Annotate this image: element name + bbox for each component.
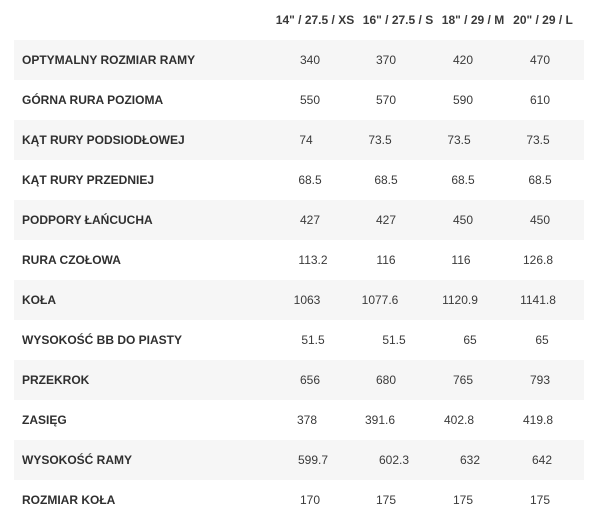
cell-l: 65 [535, 333, 549, 347]
cell-m: 765 [452, 373, 474, 387]
cell-xs: 340 [299, 53, 321, 67]
row-label: OPTYMALNY ROZMIAR RAMY [22, 53, 196, 67]
cell-xs: 656 [299, 373, 321, 387]
cell-m: 450 [452, 213, 474, 227]
row-label: WYSOKOŚĆ RAMY [22, 453, 133, 467]
cell-xs: 68.5 [298, 173, 322, 187]
cell-m: 73.5 [447, 133, 471, 147]
cell-m: 590 [452, 93, 474, 107]
cell-xs: 378 [296, 413, 318, 427]
cell-l: 73.5 [526, 133, 550, 147]
cell-xs: 74 [299, 133, 313, 147]
cell-l: 793 [529, 373, 551, 387]
cell-s: 427 [375, 213, 397, 227]
cell-l: 470 [529, 53, 551, 67]
cell-s: 570 [375, 93, 397, 107]
cell-l: 642 [531, 453, 553, 467]
cell-xs: 51.5 [301, 333, 325, 347]
table-row: ROZMIAR KOŁA 170 175 175 175 [14, 480, 584, 520]
cell-l: 450 [529, 213, 551, 227]
cell-s: 370 [375, 53, 397, 67]
cell-xs: 599.7 [297, 453, 329, 467]
row-label: PRZEKROK [22, 373, 90, 387]
cell-s: 391.6 [364, 413, 396, 427]
column-header-xs: 14" / 27.5 / XS [275, 13, 355, 27]
row-label: ZASIĘG [22, 413, 67, 427]
row-label: RURA CZOŁOWA [22, 253, 121, 267]
table-row: WYSOKOŚĆ RAMY 599.7 602.3 632 642 [14, 440, 584, 480]
table-row: KOŁA 1063 1077.6 1120.9 1141.8 [14, 280, 584, 320]
cell-xs: 427 [299, 213, 321, 227]
cell-s: 602.3 [378, 453, 410, 467]
cell-xs: 170 [299, 493, 321, 507]
row-label: KĄT RURY PODSIODŁOWEJ [22, 133, 185, 147]
table-row: GÓRNA RURA POZIOMA 550 570 590 610 [14, 80, 584, 120]
cell-l: 68.5 [528, 173, 552, 187]
cell-s: 175 [375, 493, 397, 507]
table-row: ZASIĘG 378 391.6 402.8 419.8 [14, 400, 584, 440]
cell-l: 610 [529, 93, 551, 107]
cell-m: 116 [451, 253, 471, 267]
row-label: ROZMIAR KOŁA [22, 493, 116, 507]
table-header-row: 14" / 27.5 / XS 16" / 27.5 / S 18" / 29 … [14, 0, 584, 40]
table-row: WYSOKOŚĆ BB DO PIASTY 51.5 51.5 65 65 [14, 320, 584, 360]
cell-l: 175 [529, 493, 551, 507]
row-label: GÓRNA RURA POZIOMA [22, 93, 164, 107]
cell-l: 1141.8 [520, 293, 556, 307]
table-row: KĄT RURY PRZEDNIEJ 68.5 68.5 68.5 68.5 [14, 160, 584, 200]
table-row: KĄT RURY PODSIODŁOWEJ 74 73.5 73.5 73.5 [14, 120, 584, 160]
cell-s: 1077.6 [361, 293, 399, 307]
table-row: RURA CZOŁOWA 113.2 116 116 126.8 [14, 240, 584, 280]
column-header-m: 18" / 29 / M [441, 13, 505, 27]
row-label: PODPORY ŁAŃCUCHA [22, 213, 153, 227]
cell-m: 402.8 [443, 413, 475, 427]
cell-s: 68.5 [374, 173, 398, 187]
table-row: PODPORY ŁAŃCUCHA 427 427 450 450 [14, 200, 584, 240]
row-label: WYSOKOŚĆ BB DO PIASTY [22, 333, 183, 347]
cell-xs: 113.2 [298, 253, 328, 267]
cell-m: 632 [459, 453, 481, 467]
cell-s: 680 [375, 373, 397, 387]
cell-s: 116 [376, 253, 396, 267]
table-row: OPTYMALNY ROZMIAR RAMY 340 370 420 470 [14, 40, 584, 80]
cell-m: 420 [452, 53, 474, 67]
column-header-s: 16" / 27.5 / S [362, 13, 434, 27]
cell-m: 175 [452, 493, 474, 507]
cell-m: 1120.9 [442, 293, 478, 307]
cell-l: 126.8 [522, 253, 554, 267]
cell-l: 419.8 [522, 413, 554, 427]
cell-s: 51.5 [382, 333, 406, 347]
row-label: KĄT RURY PRZEDNIEJ [22, 173, 155, 187]
cell-s: 73.5 [368, 133, 392, 147]
cell-xs: 550 [299, 93, 321, 107]
cell-m: 68.5 [451, 173, 475, 187]
cell-xs: 1063 [293, 293, 321, 307]
column-header-l: 20" / 29 / L [513, 13, 573, 27]
row-label: KOŁA [22, 293, 56, 307]
table-row: PRZEKROK 656 680 765 793 [14, 360, 584, 400]
cell-m: 65 [463, 333, 477, 347]
